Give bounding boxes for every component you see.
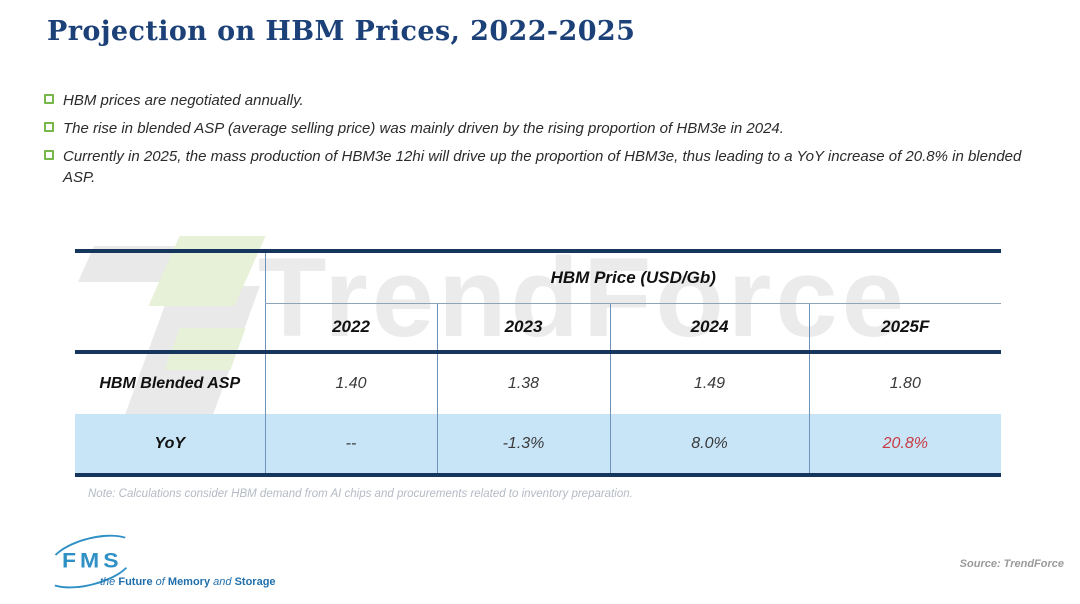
bullet-text: The rise in blended ASP (average selling… (63, 120, 784, 137)
fms-caption-word: Future (118, 576, 153, 588)
fms-caption-word: of (155, 576, 165, 588)
cell-yoy-2025f-highlight: 20.8% (808, 414, 1002, 475)
cell-yoy-2022: -- (264, 414, 437, 475)
list-item: The rise in blended ASP (average selling… (44, 118, 1034, 139)
column-header-2023: 2023 (436, 303, 610, 354)
cell-yoy-2023: -1.3% (436, 414, 610, 475)
fms-caption-word: the (100, 576, 116, 588)
hbm-price-table: HBM Price (USD/Gb) 2022 2023 2024 2025F … (75, 249, 1002, 477)
cell-asp-2023: 1.38 (436, 352, 610, 414)
fms-caption-word: Storage (234, 576, 276, 588)
bullet-list: HBM prices are negotiated annually. The … (44, 90, 1034, 195)
fms-caption: the Future of Memory and Storage (100, 576, 290, 588)
bullet-square-icon (44, 122, 54, 132)
table-group-header: HBM Price (USD/Gb) (264, 251, 1002, 304)
row-label-blended-asp: HBM Blended ASP (99, 375, 241, 392)
table-row: YoY -- -1.3% 8.0% 20.8% (75, 414, 1002, 475)
cell-asp-2024: 1.49 (609, 352, 809, 414)
cell-asp-2025f: 1.80 (808, 352, 1002, 414)
column-header-2022: 2022 (264, 303, 437, 354)
fms-caption-word: and (213, 576, 232, 588)
bullet-square-icon (44, 150, 54, 160)
fms-logo: FMS the Future of Memory and Storage (36, 526, 286, 597)
table-corner-cell (75, 251, 265, 354)
table-header-group-row: HBM Price (USD/Gb) (75, 251, 1002, 354)
page-title: Projection on HBM Prices, 2022-2025 (47, 16, 636, 47)
cell-yoy-2024: 8.0% (609, 414, 809, 475)
column-header-2024: 2024 (609, 303, 809, 354)
list-item: Currently in 2025, the mass production o… (44, 146, 1034, 188)
cell-asp-2022: 1.40 (264, 352, 437, 414)
row-label-yoy: YoY (75, 414, 265, 475)
fms-acronym: FMS (62, 548, 123, 572)
bullet-square-icon (44, 94, 54, 104)
column-header-2025f: 2025F (808, 303, 1002, 354)
table-note: Note: Calculations consider HBM demand f… (88, 488, 633, 500)
bullet-text: HBM prices are negotiated annually. (63, 92, 304, 109)
source-credit: Source: TrendForce (959, 558, 1064, 570)
table-year-row: 2022 2023 2024 2025F (75, 303, 1002, 354)
fms-caption-word: Memory (167, 576, 211, 588)
list-item: HBM prices are negotiated annually. (44, 90, 1034, 111)
table-row: HBM Blended ASP 1.40 1.38 1.49 1.80 (75, 352, 1002, 414)
bullet-text: Currently in 2025, the mass production o… (63, 148, 1022, 186)
